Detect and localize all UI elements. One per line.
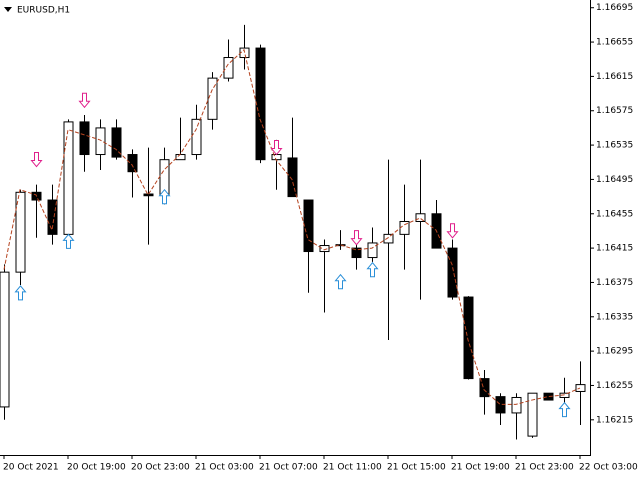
x-tick-label: 20 Oct 19:00 bbox=[67, 463, 126, 473]
x-tick-label: 20 Oct 2021 bbox=[3, 463, 59, 473]
candle-body bbox=[575, 384, 586, 392]
candle-body bbox=[127, 154, 138, 173]
y-tick-label: 1.16215 bbox=[596, 415, 633, 425]
candle-body bbox=[367, 242, 378, 259]
buy-arrow bbox=[14, 285, 27, 301]
y-tick-label: 1.16495 bbox=[596, 175, 633, 185]
candle-body bbox=[111, 127, 122, 158]
candle-body bbox=[543, 392, 554, 401]
candle-body bbox=[223, 57, 234, 79]
y-tick-label: 1.16535 bbox=[596, 141, 633, 151]
candle-body bbox=[383, 233, 394, 244]
candle-body bbox=[47, 199, 58, 235]
buy-arrow bbox=[366, 261, 379, 278]
x-tick-label: 20 Oct 23:00 bbox=[131, 463, 190, 473]
candle-body bbox=[303, 199, 314, 253]
buy-arrow bbox=[558, 401, 571, 418]
candle-body bbox=[447, 247, 458, 298]
candle-body bbox=[15, 191, 26, 273]
candle-body bbox=[335, 244, 346, 247]
candle-body bbox=[463, 296, 474, 380]
candle-body bbox=[95, 127, 106, 156]
sell-arrow bbox=[30, 152, 43, 168]
candle-body bbox=[0, 271, 10, 408]
candle-body bbox=[191, 118, 202, 156]
x-tick-label: 21 Oct 07:00 bbox=[259, 463, 318, 473]
symbol-menu-icon[interactable] bbox=[4, 7, 12, 12]
buy-arrow bbox=[158, 188, 171, 205]
sell-arrow bbox=[78, 92, 91, 109]
y-tick-label: 1.16295 bbox=[596, 347, 633, 357]
y-tick-label: 1.16455 bbox=[596, 209, 633, 219]
x-tick-label: 22 Oct 03:00 bbox=[579, 463, 638, 473]
sell-arrow bbox=[350, 230, 363, 246]
y-tick-label: 1.16415 bbox=[596, 244, 633, 254]
x-tick-label: 21 Oct 15:00 bbox=[387, 463, 446, 473]
x-tick-label: 21 Oct 19:00 bbox=[451, 463, 510, 473]
y-tick-label: 1.16255 bbox=[596, 381, 633, 391]
y-tick-label: 1.16695 bbox=[596, 3, 633, 13]
candle-body bbox=[79, 121, 90, 156]
candle-body bbox=[527, 392, 538, 437]
y-tick-label: 1.16335 bbox=[596, 312, 633, 322]
y-tick-label: 1.16575 bbox=[596, 106, 633, 116]
indicator-line bbox=[3, 48, 581, 405]
sell-arrow bbox=[446, 223, 459, 239]
candle-body bbox=[319, 245, 330, 253]
y-tick-label: 1.16615 bbox=[596, 72, 633, 82]
candle-body bbox=[175, 154, 186, 161]
candle-body bbox=[511, 396, 522, 414]
candle-body bbox=[207, 77, 218, 120]
y-tick-label: 1.16375 bbox=[596, 278, 633, 288]
candle-body bbox=[415, 213, 426, 222]
candle-body bbox=[287, 157, 298, 198]
candle-body bbox=[255, 47, 266, 161]
sell-arrow bbox=[270, 140, 283, 156]
candle-body bbox=[351, 247, 362, 259]
x-tick-label: 21 Oct 03:00 bbox=[195, 463, 254, 473]
buy-arrow bbox=[62, 233, 75, 249]
chart-title: EURUSD,H1 bbox=[17, 6, 70, 16]
x-tick-label: 21 Oct 23:00 bbox=[515, 463, 574, 473]
candle-body bbox=[63, 121, 74, 235]
y-tick-label: 1.16655 bbox=[596, 38, 633, 48]
candle-body bbox=[479, 378, 490, 398]
candle-body bbox=[143, 193, 154, 197]
candle-body bbox=[559, 392, 570, 398]
buy-arrow bbox=[334, 273, 347, 290]
x-tick-label: 21 Oct 11:00 bbox=[323, 463, 382, 473]
